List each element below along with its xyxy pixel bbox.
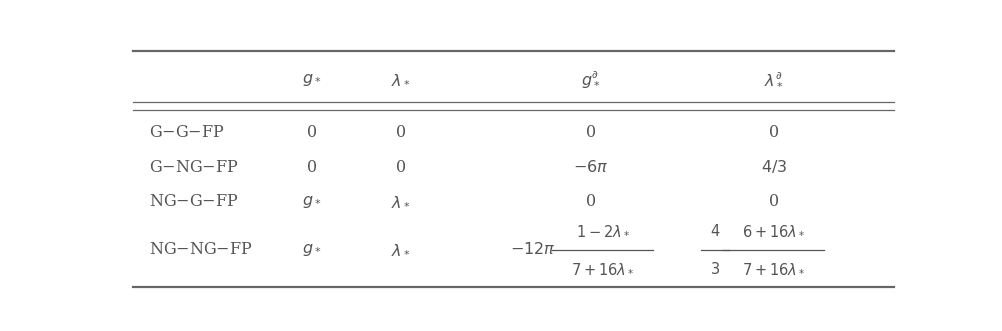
Text: 0: 0 — [769, 193, 779, 210]
Text: 0: 0 — [586, 193, 596, 210]
Text: $g_*$: $g_*$ — [302, 193, 322, 210]
Text: NG$-$NG$-$FP: NG$-$NG$-$FP — [148, 242, 253, 259]
Text: NG$-$G$-$FP: NG$-$G$-$FP — [148, 193, 238, 210]
Text: $6 + 16\lambda_*$: $6 + 16\lambda_*$ — [742, 224, 806, 238]
Text: G$-$G$-$FP: G$-$G$-$FP — [148, 124, 224, 141]
Text: $4$: $4$ — [710, 223, 720, 239]
Text: $\lambda_*$: $\lambda_*$ — [391, 242, 411, 259]
Text: $-6\pi$: $-6\pi$ — [573, 159, 609, 176]
Text: 0: 0 — [307, 159, 317, 176]
Text: $g_*$: $g_*$ — [302, 242, 322, 259]
Text: $1 - 2\lambda_*$: $1 - 2\lambda_*$ — [576, 224, 630, 238]
Text: $\lambda_*^{\partial}$: $\lambda_*^{\partial}$ — [764, 71, 784, 88]
Text: $3$: $3$ — [710, 261, 720, 277]
Text: $-12\pi$: $-12\pi$ — [510, 242, 556, 259]
Text: 0: 0 — [396, 159, 406, 176]
Text: $g_*$: $g_*$ — [302, 71, 322, 88]
Text: 0: 0 — [307, 124, 317, 141]
Text: $7 + 16\lambda_*$: $7 + 16\lambda_*$ — [742, 262, 806, 276]
Text: $4/3$: $4/3$ — [761, 159, 787, 176]
Text: 0: 0 — [769, 124, 779, 141]
Text: $\lambda_*$: $\lambda_*$ — [391, 193, 411, 210]
Text: $\lambda_*$: $\lambda_*$ — [391, 71, 411, 88]
Text: 0: 0 — [396, 124, 406, 141]
Text: $7 + 16\lambda_*$: $7 + 16\lambda_*$ — [571, 262, 634, 276]
Text: 0: 0 — [586, 124, 596, 141]
Text: G$-$NG$-$FP: G$-$NG$-$FP — [148, 159, 238, 176]
Text: $g_*^{\partial}$: $g_*^{\partial}$ — [581, 69, 601, 89]
